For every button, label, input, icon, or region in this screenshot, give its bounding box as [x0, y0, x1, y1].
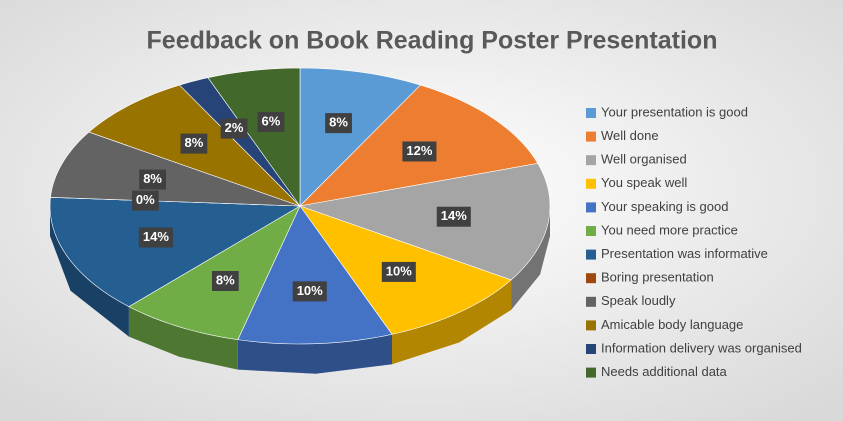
data-label-box: [220, 118, 248, 139]
legend-swatch: [586, 226, 596, 236]
legend-swatch: [586, 344, 596, 354]
legend: Your presentation is good Well done Well o…: [586, 104, 802, 379]
legend-label: Speak loudly: [601, 293, 676, 308]
slice: [298, 163, 551, 281]
data-label: 6%: [257, 111, 285, 132]
data-label-text: 12%: [406, 143, 432, 158]
data-label-box: [180, 133, 208, 154]
legend-swatch: [586, 320, 596, 331]
chart-title: Feedback on Book Reading Poster Presenta…: [147, 27, 718, 55]
slice-side-shade: [128, 306, 238, 370]
legend-swatch: [586, 273, 596, 284]
slice-side: [50, 206, 129, 337]
slice-side-shade: [50, 206, 129, 337]
slice: [178, 77, 301, 207]
data-label-text: 14%: [441, 208, 467, 223]
slice: [237, 205, 393, 345]
legend-swatch: [586, 131, 596, 142]
slice: [207, 67, 301, 207]
data-label-text: 6%: [262, 113, 281, 128]
data-label-text: 0%: [136, 192, 155, 207]
legend-swatch: [586, 249, 596, 260]
data-label: 10%: [292, 281, 327, 302]
data-label-box: [211, 270, 239, 291]
legend-label: Your presentation is good: [601, 104, 748, 119]
data-label: 14%: [436, 206, 471, 227]
data-label-text: 10%: [386, 263, 412, 278]
legend-swatch: [586, 202, 596, 213]
data-label-box: [402, 141, 437, 162]
data-label-box: [138, 227, 173, 248]
data-label: 8%: [211, 270, 239, 291]
legend-swatch: [586, 178, 596, 189]
data-label-text: 10%: [297, 283, 323, 298]
slice: [50, 131, 301, 207]
slice-side-shade: [511, 206, 550, 310]
data-label-text: 2%: [225, 120, 244, 135]
legend-swatch: [586, 296, 596, 307]
legend-label: You need more practice: [601, 222, 738, 237]
data-label-box: [139, 169, 166, 190]
data-label: 10%: [381, 261, 416, 282]
data-label: 8%: [139, 169, 166, 190]
legend-label: Your speaking is good: [601, 199, 728, 214]
data-label-text: 8%: [184, 135, 203, 150]
data-label: 2%: [220, 118, 248, 139]
slice-side: [128, 306, 238, 370]
data-label: 8%: [325, 113, 352, 134]
data-label-box: [131, 190, 159, 211]
legend-label: Information delivery was organised: [601, 340, 802, 355]
legend-label: Needs additional data: [601, 364, 728, 379]
data-label-box: [381, 261, 416, 282]
slice-side-shade: [237, 334, 393, 374]
data-label-text: 8%: [329, 115, 348, 130]
slice: [49, 197, 302, 307]
legend-label: Presentation was informative: [601, 246, 768, 261]
data-label-text: 8%: [143, 171, 162, 186]
data-label: 12%: [402, 141, 437, 162]
legend-label: Boring presentation: [601, 270, 714, 285]
legend-swatch: [586, 155, 596, 166]
data-label-box: [436, 206, 471, 227]
legend-label: Well done: [601, 128, 659, 143]
slice: [299, 67, 422, 207]
data-label-box: [257, 111, 285, 132]
slice-side: [237, 334, 393, 374]
data-label: 8%: [180, 133, 208, 154]
legend-swatch: [586, 108, 596, 118]
pie: 8% 12% 14% 10% 10% 8% 14% 0% 8% 8% 2% 6%: [49, 67, 551, 374]
legend-label: You speak well: [601, 175, 687, 190]
slice-side: [511, 206, 550, 310]
data-label-box: [325, 113, 352, 134]
data-label-box: [292, 281, 327, 302]
data-label-text: 14%: [143, 229, 169, 244]
legend-label: Amicable body language: [601, 317, 743, 332]
legend-swatch: [586, 367, 596, 378]
data-label: 14%: [138, 227, 173, 248]
data-label: 0%: [131, 190, 159, 211]
data-label-text: 8%: [216, 272, 235, 287]
legend-label: Well organised: [601, 152, 687, 167]
